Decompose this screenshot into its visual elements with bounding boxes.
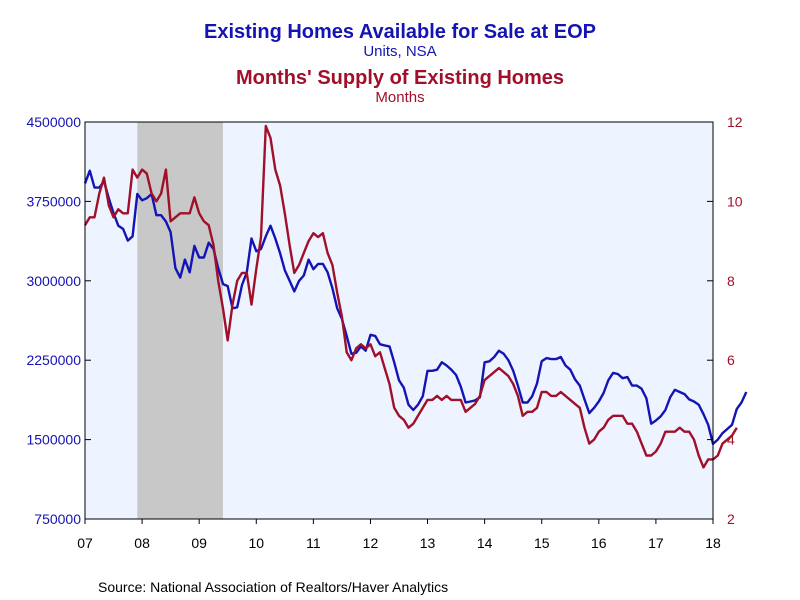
plot-frame xyxy=(84,121,714,520)
x-tick-label: 10 xyxy=(248,535,264,551)
x-tick-label: 17 xyxy=(648,535,664,551)
x-tick-label: 15 xyxy=(534,535,550,551)
series-layer xyxy=(83,124,748,469)
x-tick-label: 08 xyxy=(134,535,150,551)
x-tick-label: 14 xyxy=(477,535,493,551)
x-tick-label: 18 xyxy=(705,535,721,551)
x-axis: 07 08 09 10 11 12 13 14 15 16 17 18 xyxy=(77,519,721,551)
right-tick-label: 10 xyxy=(727,193,743,209)
chart-title-units: Units, NSA xyxy=(363,43,436,60)
right-axis: 12 10 8 6 4 2 xyxy=(707,114,743,527)
chart-title-secondary: Months' Supply of Existing Homes xyxy=(236,67,564,89)
right-tick-label: 8 xyxy=(727,273,735,289)
right-tick-label: 4 xyxy=(727,432,735,448)
x-tick-label: 12 xyxy=(363,535,379,551)
chart-title-secondary-units: Months xyxy=(375,89,424,106)
x-tick-label: 09 xyxy=(191,535,207,551)
chart-source: Source: National Association of Realtors… xyxy=(98,579,448,595)
x-tick-label: 13 xyxy=(420,535,436,551)
series-line-1 xyxy=(83,169,748,445)
x-tick-label: 16 xyxy=(591,535,607,551)
left-tick-label: 4500000 xyxy=(26,114,81,130)
right-tick-label: 6 xyxy=(727,352,735,368)
left-tick-label: 750000 xyxy=(34,511,81,527)
chart-title: Existing Homes Available for Sale at EOP xyxy=(204,21,596,43)
x-tick-label: 11 xyxy=(306,535,321,551)
x-tick-label: 07 xyxy=(77,535,93,551)
left-tick-label: 3000000 xyxy=(26,273,81,289)
recession-band xyxy=(137,122,223,519)
left-tick-label: 1500000 xyxy=(26,432,81,448)
right-tick-label: 2 xyxy=(727,511,735,527)
right-tick-label: 12 xyxy=(727,114,743,130)
series-line-2 xyxy=(83,124,738,469)
left-axis: 4500000 3750000 3000000 2250000 1500000 75000… xyxy=(26,114,91,527)
left-tick-label: 3750000 xyxy=(26,193,81,209)
left-tick-label: 2250000 xyxy=(26,352,81,368)
